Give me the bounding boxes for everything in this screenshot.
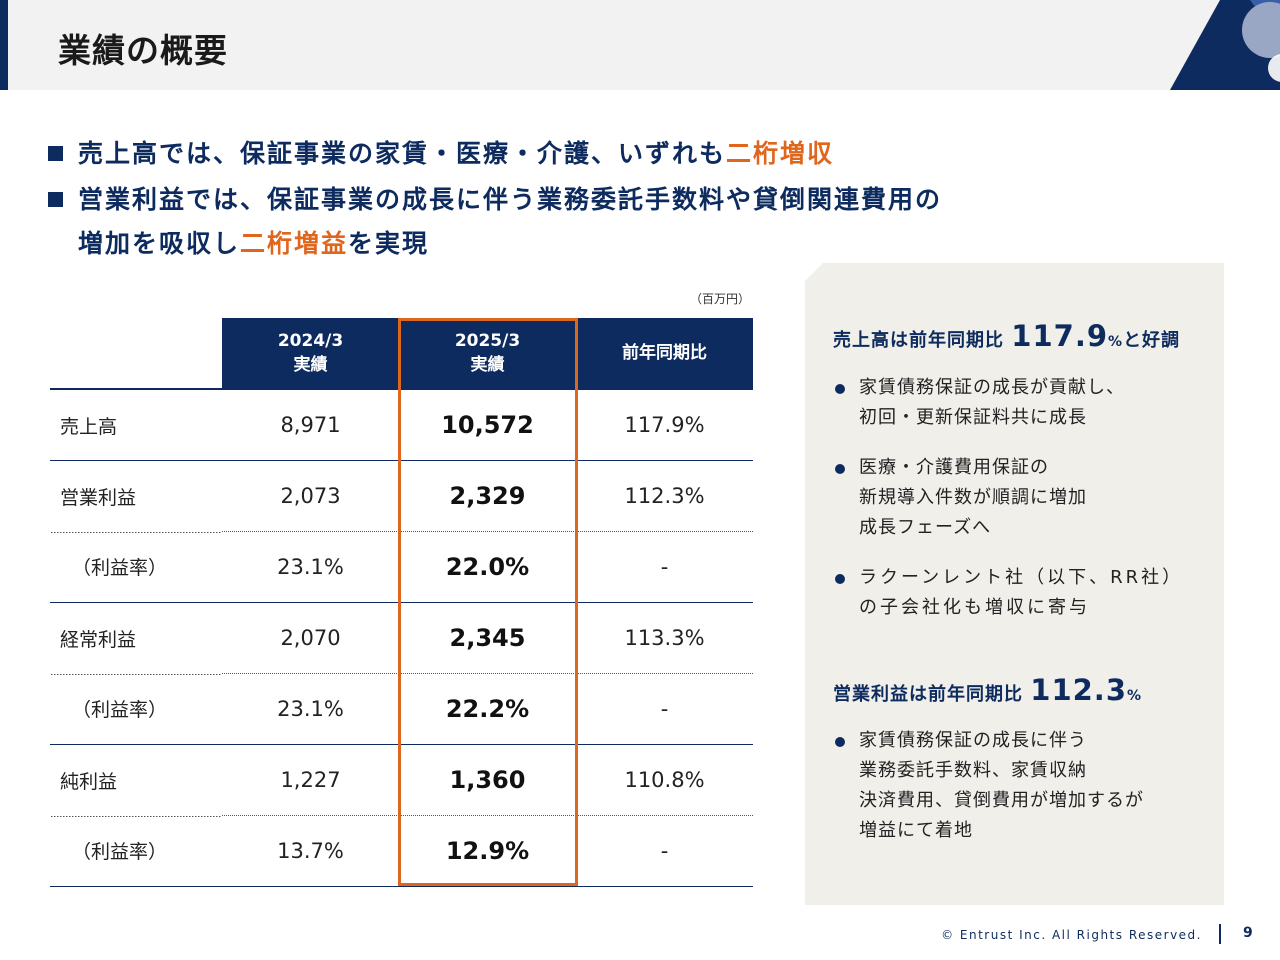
performance-table: 2024/3 実績 2025/3 実績 前年同期比 売上高 8,971 10,572… bbox=[50, 318, 753, 887]
commentary-panel: 売上高は前年同期比 117.9%と好調 家賃債務保証の成長が貢献し、 初回・更新… bbox=[805, 263, 1224, 905]
summary-bullet-sales: 売上高では、保証事業の家賃・医療・介護、いずれも二桁増収 bbox=[48, 132, 1148, 176]
list-item: ラクーンレント社（以下、RR社） の子会社化も増収に寄与 bbox=[835, 563, 1224, 623]
cell-yoy: - bbox=[576, 673, 753, 745]
copyright-text: © Entrust Inc. All Rights Reserved. bbox=[941, 928, 1202, 942]
header-yoy: 前年同期比 bbox=[576, 318, 753, 389]
cell-yoy: - bbox=[576, 531, 753, 603]
list-item: 医療・介護費用保証の 新規導入件数が順調に増加 成長フェーズへ bbox=[835, 453, 1224, 543]
cell-yoy: - bbox=[576, 815, 753, 887]
table-row: （利益率） 13.7% 12.9% - bbox=[50, 815, 753, 887]
cell-fy2024: 23.1% bbox=[222, 531, 399, 603]
row-label: （利益率） bbox=[50, 673, 222, 745]
slide-header: 業績の概要 bbox=[0, 0, 1280, 90]
cell-yoy: 110.8% bbox=[576, 744, 753, 816]
row-label: 売上高 bbox=[50, 388, 222, 461]
unit-label: （百万円） bbox=[689, 292, 750, 306]
table-row: 経常利益 2,070 2,345 113.3% bbox=[50, 602, 753, 674]
cell-fy2024: 1,227 bbox=[222, 744, 399, 816]
cell-fy2025: 2,345 bbox=[399, 602, 576, 674]
header-accent-bar bbox=[0, 0, 8, 90]
table-row: 純利益 1,227 1,360 110.8% bbox=[50, 744, 753, 816]
row-label: 経常利益 bbox=[50, 602, 222, 674]
corner-decoration-icon bbox=[1170, 0, 1280, 90]
cell-fy2024: 2,070 bbox=[222, 602, 399, 674]
op-profit-heading: 営業利益は前年同期比 112.3% bbox=[833, 673, 1143, 707]
page-title: 業績の概要 bbox=[58, 31, 228, 70]
table-header-row: 2024/3 実績 2025/3 実績 前年同期比 bbox=[50, 318, 753, 390]
cell-fy2025: 12.9% bbox=[399, 815, 576, 887]
header-fy2025: 2025/3 実績 bbox=[399, 318, 576, 389]
table-row: （利益率） 23.1% 22.2% - bbox=[50, 673, 753, 745]
header-blank-cell bbox=[50, 318, 222, 390]
cell-yoy: 117.9% bbox=[576, 388, 753, 461]
cell-fy2025: 10,572 bbox=[399, 388, 576, 461]
bullet-dot-icon bbox=[835, 384, 845, 394]
bullet-dot-icon bbox=[835, 574, 845, 584]
cell-fy2025: 22.2% bbox=[399, 673, 576, 745]
footer-divider bbox=[1219, 924, 1221, 944]
row-label: （利益率） bbox=[50, 531, 222, 603]
row-label: 営業利益 bbox=[50, 460, 222, 532]
list-item: 家賃債務保証の成長が貢献し、 初回・更新保証料共に成長 bbox=[835, 373, 1224, 433]
cell-fy2025: 1,360 bbox=[399, 744, 576, 816]
list-item: 家賃債務保証の成長に伴う 業務委託手数料、家賃収納 決済費用、貸倒費用が増加する… bbox=[835, 726, 1224, 846]
cell-fy2024: 13.7% bbox=[222, 815, 399, 887]
page-number: 9 bbox=[1243, 925, 1253, 941]
header-fy2024: 2024/3 実績 bbox=[222, 318, 399, 389]
square-bullet-icon bbox=[48, 192, 63, 207]
square-bullet-icon bbox=[48, 146, 63, 161]
row-label: 純利益 bbox=[50, 744, 222, 816]
highlight-text: 二桁増益 bbox=[240, 229, 349, 258]
cell-fy2025: 2,329 bbox=[399, 460, 576, 532]
cell-fy2024: 8,971 bbox=[222, 388, 399, 461]
summary-bullets: 売上高では、保証事業の家賃・医療・介護、いずれも二桁増収 営業利益では、保証事業… bbox=[48, 132, 1148, 266]
cell-fy2024: 2,073 bbox=[222, 460, 399, 532]
fy2025-highlight-frame bbox=[398, 318, 578, 886]
highlight-text: 二桁増収 bbox=[726, 139, 835, 168]
cell-fy2025: 22.0% bbox=[399, 531, 576, 603]
bullet-dot-icon bbox=[835, 737, 845, 747]
table-row: 売上高 8,971 10,572 117.9% bbox=[50, 388, 753, 461]
summary-bullet-profit: 営業利益では、保証事業の成長に伴う業務委託手数料や貸倒関連費用の 増加を吸収し二… bbox=[48, 178, 1148, 266]
table-row: 営業利益 2,073 2,329 112.3% bbox=[50, 460, 753, 532]
cell-yoy: 112.3% bbox=[576, 460, 753, 532]
cell-fy2024: 23.1% bbox=[222, 673, 399, 745]
bullet-dot-icon bbox=[835, 464, 845, 474]
cell-yoy: 113.3% bbox=[576, 602, 753, 674]
table-row: （利益率） 23.1% 22.0% - bbox=[50, 531, 753, 603]
sales-heading: 売上高は前年同期比 117.9%と好調 bbox=[833, 319, 1181, 353]
row-label: （利益率） bbox=[50, 815, 222, 887]
